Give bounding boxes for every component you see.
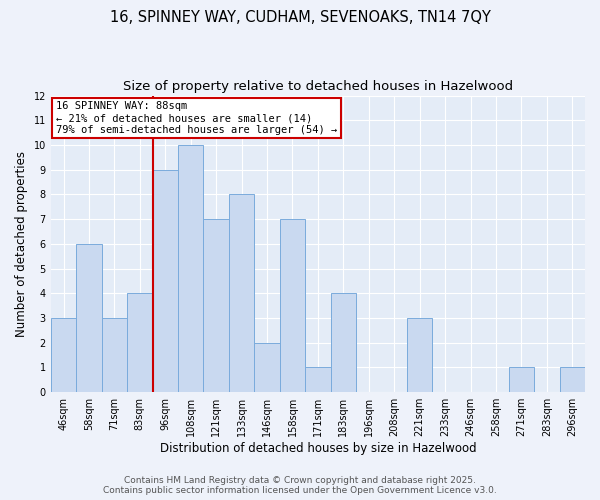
Text: 16, SPINNEY WAY, CUDHAM, SEVENOAKS, TN14 7QY: 16, SPINNEY WAY, CUDHAM, SEVENOAKS, TN14…	[110, 10, 490, 25]
Text: 16 SPINNEY WAY: 88sqm
← 21% of detached houses are smaller (14)
79% of semi-deta: 16 SPINNEY WAY: 88sqm ← 21% of detached …	[56, 102, 337, 134]
Bar	[127, 294, 152, 392]
Text: Contains HM Land Registry data © Crown copyright and database right 2025.
Contai: Contains HM Land Registry data © Crown c…	[103, 476, 497, 495]
Bar	[305, 368, 331, 392]
Bar	[509, 368, 534, 392]
Bar	[229, 194, 254, 392]
Bar	[178, 145, 203, 392]
Bar	[254, 343, 280, 392]
Bar	[203, 219, 229, 392]
Bar	[560, 368, 585, 392]
Title: Size of property relative to detached houses in Hazelwood: Size of property relative to detached ho…	[123, 80, 513, 93]
Bar	[76, 244, 101, 392]
Bar	[331, 294, 356, 392]
Bar	[407, 318, 433, 392]
Bar	[152, 170, 178, 392]
Y-axis label: Number of detached properties: Number of detached properties	[15, 151, 28, 337]
X-axis label: Distribution of detached houses by size in Hazelwood: Distribution of detached houses by size …	[160, 442, 476, 455]
Bar	[280, 219, 305, 392]
Bar	[51, 318, 76, 392]
Bar	[101, 318, 127, 392]
